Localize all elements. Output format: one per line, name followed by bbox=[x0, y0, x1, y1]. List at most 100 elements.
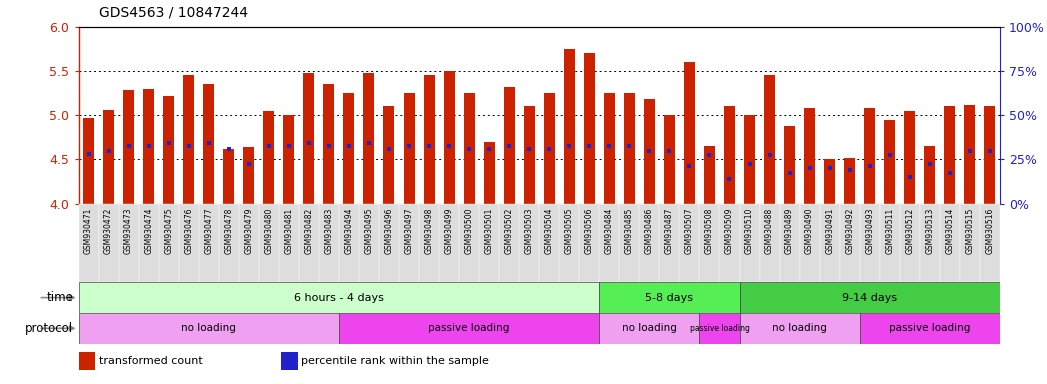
Bar bbox=[824, 159, 836, 204]
Bar bbox=[243, 147, 254, 204]
Bar bbox=[504, 87, 515, 204]
Bar bbox=[984, 106, 996, 204]
Text: no loading: no loading bbox=[772, 323, 827, 333]
Bar bbox=[960, 204, 980, 282]
Bar bbox=[660, 204, 680, 282]
Text: GSM930507: GSM930507 bbox=[685, 207, 694, 254]
Text: GSM930471: GSM930471 bbox=[84, 207, 93, 254]
Bar bbox=[699, 204, 719, 282]
Text: GSM930511: GSM930511 bbox=[885, 207, 894, 254]
Bar bbox=[604, 93, 615, 204]
Bar bbox=[219, 204, 239, 282]
Bar bbox=[444, 71, 454, 204]
Bar bbox=[684, 62, 695, 204]
Bar bbox=[680, 204, 699, 282]
Bar bbox=[399, 204, 419, 282]
Bar bbox=[844, 157, 855, 204]
Text: passive loading: passive loading bbox=[428, 323, 510, 333]
Text: GSM930495: GSM930495 bbox=[364, 207, 374, 254]
Bar bbox=[304, 73, 314, 204]
Text: GSM930472: GSM930472 bbox=[104, 207, 113, 254]
Bar bbox=[203, 84, 215, 204]
Bar bbox=[543, 93, 555, 204]
Text: transformed count: transformed count bbox=[98, 356, 202, 366]
Bar bbox=[118, 204, 138, 282]
Bar bbox=[363, 73, 375, 204]
Text: GSM930487: GSM930487 bbox=[665, 207, 674, 254]
Bar bbox=[339, 204, 359, 282]
Bar bbox=[439, 204, 459, 282]
Bar bbox=[640, 204, 660, 282]
Bar bbox=[759, 204, 780, 282]
Bar bbox=[964, 104, 976, 204]
Text: GSM930488: GSM930488 bbox=[765, 207, 774, 254]
Text: GSM930494: GSM930494 bbox=[344, 207, 354, 254]
Bar bbox=[179, 204, 199, 282]
Bar bbox=[284, 115, 294, 204]
Text: 5-8 days: 5-8 days bbox=[645, 293, 693, 303]
Text: percentile rank within the sample: percentile rank within the sample bbox=[302, 356, 489, 366]
Text: GSM930510: GSM930510 bbox=[745, 207, 754, 254]
Text: GSM930484: GSM930484 bbox=[605, 207, 614, 254]
Text: no loading: no loading bbox=[622, 323, 676, 333]
Bar bbox=[704, 146, 715, 204]
Text: GSM930493: GSM930493 bbox=[865, 207, 874, 254]
Bar bbox=[840, 204, 860, 282]
Bar bbox=[664, 115, 675, 204]
Bar bbox=[563, 49, 575, 204]
Bar bbox=[79, 282, 599, 313]
Bar bbox=[584, 53, 595, 204]
Bar bbox=[723, 106, 735, 204]
Bar bbox=[820, 204, 840, 282]
Bar bbox=[559, 204, 579, 282]
Text: GSM930505: GSM930505 bbox=[564, 207, 574, 254]
Bar bbox=[925, 146, 935, 204]
Text: time: time bbox=[46, 291, 73, 304]
Text: GSM930474: GSM930474 bbox=[144, 207, 153, 254]
Text: GSM930504: GSM930504 bbox=[544, 207, 554, 254]
Text: 9-14 days: 9-14 days bbox=[842, 293, 897, 303]
Bar bbox=[579, 204, 599, 282]
Bar bbox=[764, 76, 775, 204]
Text: GDS4563 / 10847244: GDS4563 / 10847244 bbox=[99, 5, 248, 19]
Text: GSM930478: GSM930478 bbox=[224, 207, 233, 254]
Bar bbox=[183, 76, 194, 204]
Bar bbox=[599, 282, 739, 313]
Bar bbox=[519, 204, 539, 282]
Text: GSM930490: GSM930490 bbox=[805, 207, 815, 254]
Bar bbox=[879, 204, 899, 282]
Bar bbox=[860, 313, 1000, 344]
Text: GSM930498: GSM930498 bbox=[424, 207, 433, 254]
Text: GSM930480: GSM930480 bbox=[264, 207, 273, 254]
Text: GSM930513: GSM930513 bbox=[926, 207, 934, 254]
Text: passive loading: passive loading bbox=[889, 323, 971, 333]
Bar bbox=[864, 108, 875, 204]
Bar bbox=[800, 204, 820, 282]
Bar bbox=[79, 313, 339, 344]
Text: GSM930477: GSM930477 bbox=[204, 207, 214, 254]
Bar bbox=[860, 204, 879, 282]
Bar bbox=[282, 353, 297, 369]
Bar bbox=[699, 313, 739, 344]
Text: GSM930497: GSM930497 bbox=[404, 207, 414, 254]
Bar bbox=[919, 204, 940, 282]
Bar bbox=[383, 106, 395, 204]
Bar bbox=[940, 204, 960, 282]
Bar bbox=[98, 204, 118, 282]
Bar bbox=[644, 99, 654, 204]
Text: GSM930501: GSM930501 bbox=[485, 207, 493, 254]
Bar bbox=[79, 353, 95, 369]
Bar bbox=[524, 106, 535, 204]
Bar bbox=[739, 313, 860, 344]
Text: GSM930516: GSM930516 bbox=[985, 207, 995, 254]
Bar bbox=[620, 204, 640, 282]
Bar bbox=[343, 93, 355, 204]
Bar bbox=[259, 204, 279, 282]
Text: protocol: protocol bbox=[25, 322, 73, 335]
Bar bbox=[79, 204, 98, 282]
Text: GSM930503: GSM930503 bbox=[525, 207, 534, 254]
Bar bbox=[980, 204, 1000, 282]
Text: GSM930508: GSM930508 bbox=[705, 207, 714, 254]
Bar bbox=[103, 110, 114, 204]
Text: GSM930476: GSM930476 bbox=[184, 207, 194, 254]
